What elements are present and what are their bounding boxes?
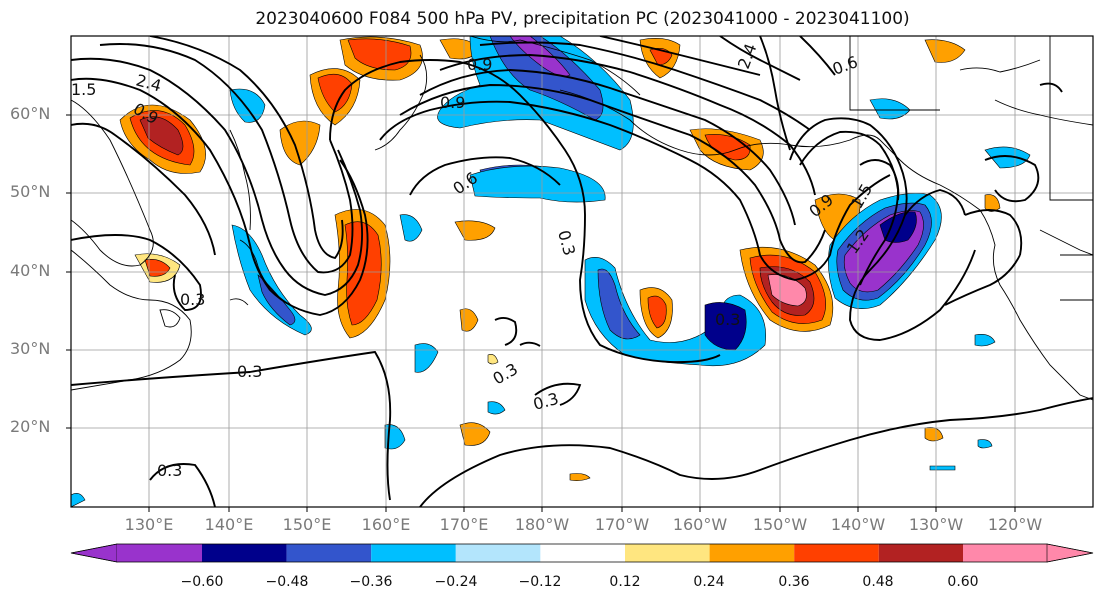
lon-label-140w: 140°W <box>830 515 886 534</box>
contour-label: 1.5 <box>71 80 96 99</box>
lat-label-20n: 20°N <box>10 417 51 436</box>
colorbar-outline <box>70 543 1094 563</box>
colorbar-tick-label: −0.36 <box>349 574 393 590</box>
colorbar-tick-label: −0.24 <box>434 574 478 590</box>
colorbar-tick-label: 0.60 <box>947 574 979 590</box>
lat-label-60n: 60°N <box>10 104 51 123</box>
lon-label-160e: 160°E <box>361 515 411 534</box>
colorbar-swatch <box>117 544 202 562</box>
lat-label-40n: 40°N <box>10 261 51 280</box>
axis-ticks <box>66 114 1016 512</box>
colorbar-tick-label: −0.60 <box>180 574 224 590</box>
lon-label-130w: 130°W <box>908 515 964 534</box>
lon-label-150e: 150°E <box>282 515 332 534</box>
lon-label-120w: 120°W <box>987 515 1043 534</box>
contour-label: 0.3 <box>237 362 262 381</box>
precipitation-shading <box>71 36 1031 507</box>
lon-label-170w: 170°W <box>594 515 650 534</box>
colorbar-swatch <box>286 544 372 562</box>
colorbar-swatch <box>625 544 710 562</box>
colorbar <box>70 543 1094 563</box>
lon-label-180w: 180°W <box>514 515 570 534</box>
contour-label: 0.3 <box>157 461 182 480</box>
colorbar-extend-right <box>1046 543 1094 563</box>
contour-label: 0.9 <box>467 55 492 74</box>
colorbar-tick-label: 0.36 <box>778 574 810 590</box>
pv-contours <box>71 36 1093 507</box>
contour-label: 0.9 <box>440 93 465 112</box>
lon-label-170e: 170°E <box>439 515 489 534</box>
lon-label-140e: 140°E <box>204 515 254 534</box>
lon-label-160w: 160°W <box>672 515 728 534</box>
colorbar-tick-label: −0.48 <box>265 574 309 590</box>
colorbar-swatch <box>371 544 456 562</box>
colorbar-tick-label: 0.12 <box>609 574 641 590</box>
colorbar-tick-label: 0.48 <box>862 574 894 590</box>
colorbar-swatch <box>202 544 287 562</box>
colorbar-swatch <box>455 544 541 562</box>
colorbar-swatch <box>963 544 1047 562</box>
contour-label: 0.3 <box>715 310 740 329</box>
colorbar-extend-left <box>70 543 118 563</box>
lat-label-30n: 30°N <box>10 339 51 358</box>
colorbar-swatch <box>540 544 625 562</box>
map-area: 0.3 0.3 0.3 0.3 0.3 0.3 0.3 0.6 0.6 0.9 … <box>71 36 1093 507</box>
colorbar-swatch <box>794 544 879 562</box>
colorbar-swatch <box>878 544 964 562</box>
lat-label-50n: 50°N <box>10 182 51 201</box>
colorbar-tick-label: 0.24 <box>693 574 725 590</box>
colorbar-tick-label: −0.12 <box>518 574 562 590</box>
lon-label-150w: 150°W <box>752 515 808 534</box>
colorbar-swatch <box>709 544 795 562</box>
contour-label: 0.3 <box>180 290 205 309</box>
map-title: 2023040600 F084 500 hPa PV, precipitatio… <box>255 9 910 29</box>
lon-label-130e: 130°E <box>124 515 174 534</box>
